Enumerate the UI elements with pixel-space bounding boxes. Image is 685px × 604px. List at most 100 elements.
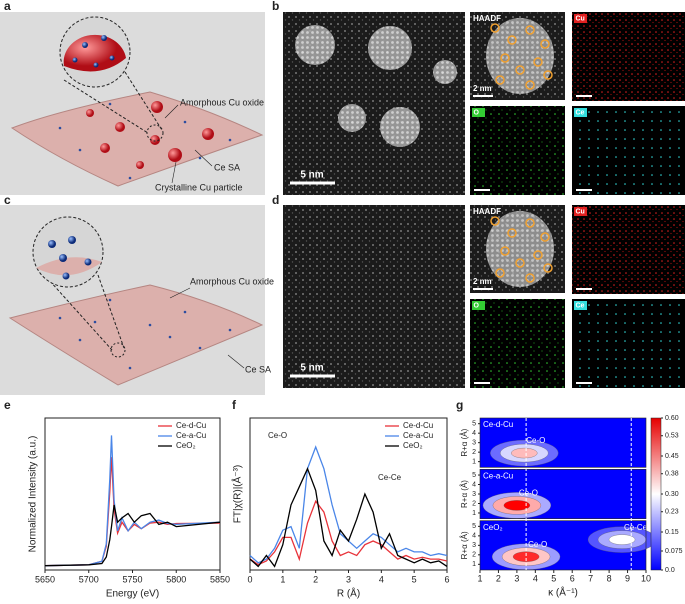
y-tick-label: 3: [472, 542, 476, 549]
x-tick-label: 8: [607, 573, 612, 583]
panel-label: g: [456, 398, 463, 412]
map-title: O: [474, 303, 480, 310]
haadf-cluster: [486, 211, 554, 287]
plot-frame: [479, 469, 647, 519]
particles: [86, 101, 214, 169]
colorbar-label: 0.53: [665, 433, 679, 440]
micrograph-b: 5 nm HAADF 2 nm Cu O Ce: [283, 12, 685, 195]
annotation: Crystalline Cu particle: [155, 182, 243, 192]
x-tick-label: 7: [588, 573, 593, 583]
hotspot: [511, 447, 538, 459]
y-tick-label: 3: [472, 491, 476, 498]
atom-marker: [507, 35, 517, 45]
atom-marker: [500, 246, 510, 256]
micrograph-d: 5 nm HAADF 2 nm Cu O Ce: [283, 205, 685, 388]
colorbar: [650, 417, 662, 571]
atom-marker: [515, 258, 525, 268]
map-title: Ce: [576, 303, 585, 310]
map-title: Cu: [576, 16, 585, 23]
colorbar-label: 0.45: [665, 453, 679, 460]
colorbar-label: 0.60: [665, 415, 679, 422]
map-title: Ce: [576, 110, 585, 117]
atom-marker: [540, 232, 550, 242]
atom-marker: [533, 250, 543, 260]
y-tick-label: 5: [472, 523, 476, 530]
y-tick-label: 2: [472, 449, 476, 456]
annotation: Ce-Ce: [378, 473, 402, 482]
legend-label: CeO₂: [403, 441, 423, 450]
haadf-cluster: [486, 18, 554, 94]
atom-marker: [543, 70, 553, 80]
x-tick-label: 5650: [35, 574, 55, 584]
atom-marker: [525, 80, 535, 90]
eds-map: [572, 205, 685, 294]
y-axis-label: Normalized Intensity (a.u.): [28, 436, 39, 553]
annotation: Ce-O: [268, 431, 287, 440]
atom-marker: [525, 25, 535, 35]
legend-label: Ce-a-Cu: [176, 431, 206, 440]
eds-map: [572, 12, 685, 101]
schematic-a: Amorphous Cu oxide Ce SA Crystalline Cu …: [0, 12, 265, 195]
x-tick-label: 3: [514, 573, 519, 583]
stem-image: [283, 205, 465, 388]
series-line: [44, 504, 221, 567]
legend-label: CeO₂: [176, 441, 196, 450]
x-tick-label: 4: [533, 573, 538, 583]
x-tick-label: 5: [412, 574, 417, 584]
colorbar-label: 0.0: [665, 567, 675, 574]
crystal: [380, 107, 420, 147]
leader: [171, 161, 177, 184]
x-tick-label: 5800: [166, 574, 186, 584]
y-axis-label: FT|χ(R)|(Å⁻³): [231, 465, 244, 523]
legend-label: Ce-a-Cu: [403, 431, 433, 440]
annotation: Ce SA: [214, 162, 240, 172]
atom-marker: [515, 65, 525, 75]
crystal: [433, 60, 457, 84]
eds-map: [470, 299, 565, 388]
y-tick-label: 5: [472, 421, 476, 428]
eds-map: [470, 106, 565, 195]
annotation: Ce-O: [519, 488, 538, 497]
zoom-line: [124, 71, 163, 131]
x-tick-label: 5750: [122, 574, 142, 584]
zoom-line: [97, 274, 125, 349]
leader: [169, 287, 191, 299]
panel-label: f: [232, 398, 237, 412]
crystal: [295, 25, 335, 65]
panel-label: c: [4, 193, 11, 207]
y-axis-label: R+α (Å): [460, 531, 469, 559]
panel-label: b: [272, 0, 279, 13]
series-line: [44, 457, 221, 567]
y-axis-label: R+α (Å): [460, 480, 469, 508]
x-tick-label: 5: [551, 573, 556, 583]
leader: [194, 149, 213, 167]
single-atoms: [58, 298, 232, 370]
zoom-atoms: [72, 35, 115, 68]
atom-marker: [500, 53, 510, 63]
schematic-c: Amorphous Cu oxide Ce SA: [0, 205, 274, 395]
x-axis-label: R (Å): [337, 587, 360, 600]
scale-label: 5 nm: [300, 363, 323, 374]
scale-label: 2 nm: [473, 277, 492, 286]
zoom-line: [63, 79, 149, 134]
panel-name: Ce-d-Cu: [483, 420, 513, 429]
panel-label: e: [4, 398, 11, 412]
y-axis-label: R+α (Å): [460, 428, 469, 456]
atom-marker: [490, 23, 500, 33]
panel-label: d: [272, 193, 279, 207]
eds-map: [572, 106, 685, 195]
x-tick-label: 6: [444, 574, 449, 584]
map-tag: [472, 301, 485, 310]
y-tick-label: 3: [472, 440, 476, 447]
atom-marker: [490, 216, 500, 226]
x-tick-label: 10: [641, 573, 651, 583]
map-title: HAADF: [473, 207, 501, 216]
map-tag: [574, 14, 587, 23]
atom-marker: [533, 57, 543, 67]
hotspot: [503, 500, 531, 511]
crystal: [338, 104, 366, 132]
leader: [164, 104, 179, 119]
atom-marker: [495, 75, 505, 85]
series-line: [249, 499, 448, 566]
